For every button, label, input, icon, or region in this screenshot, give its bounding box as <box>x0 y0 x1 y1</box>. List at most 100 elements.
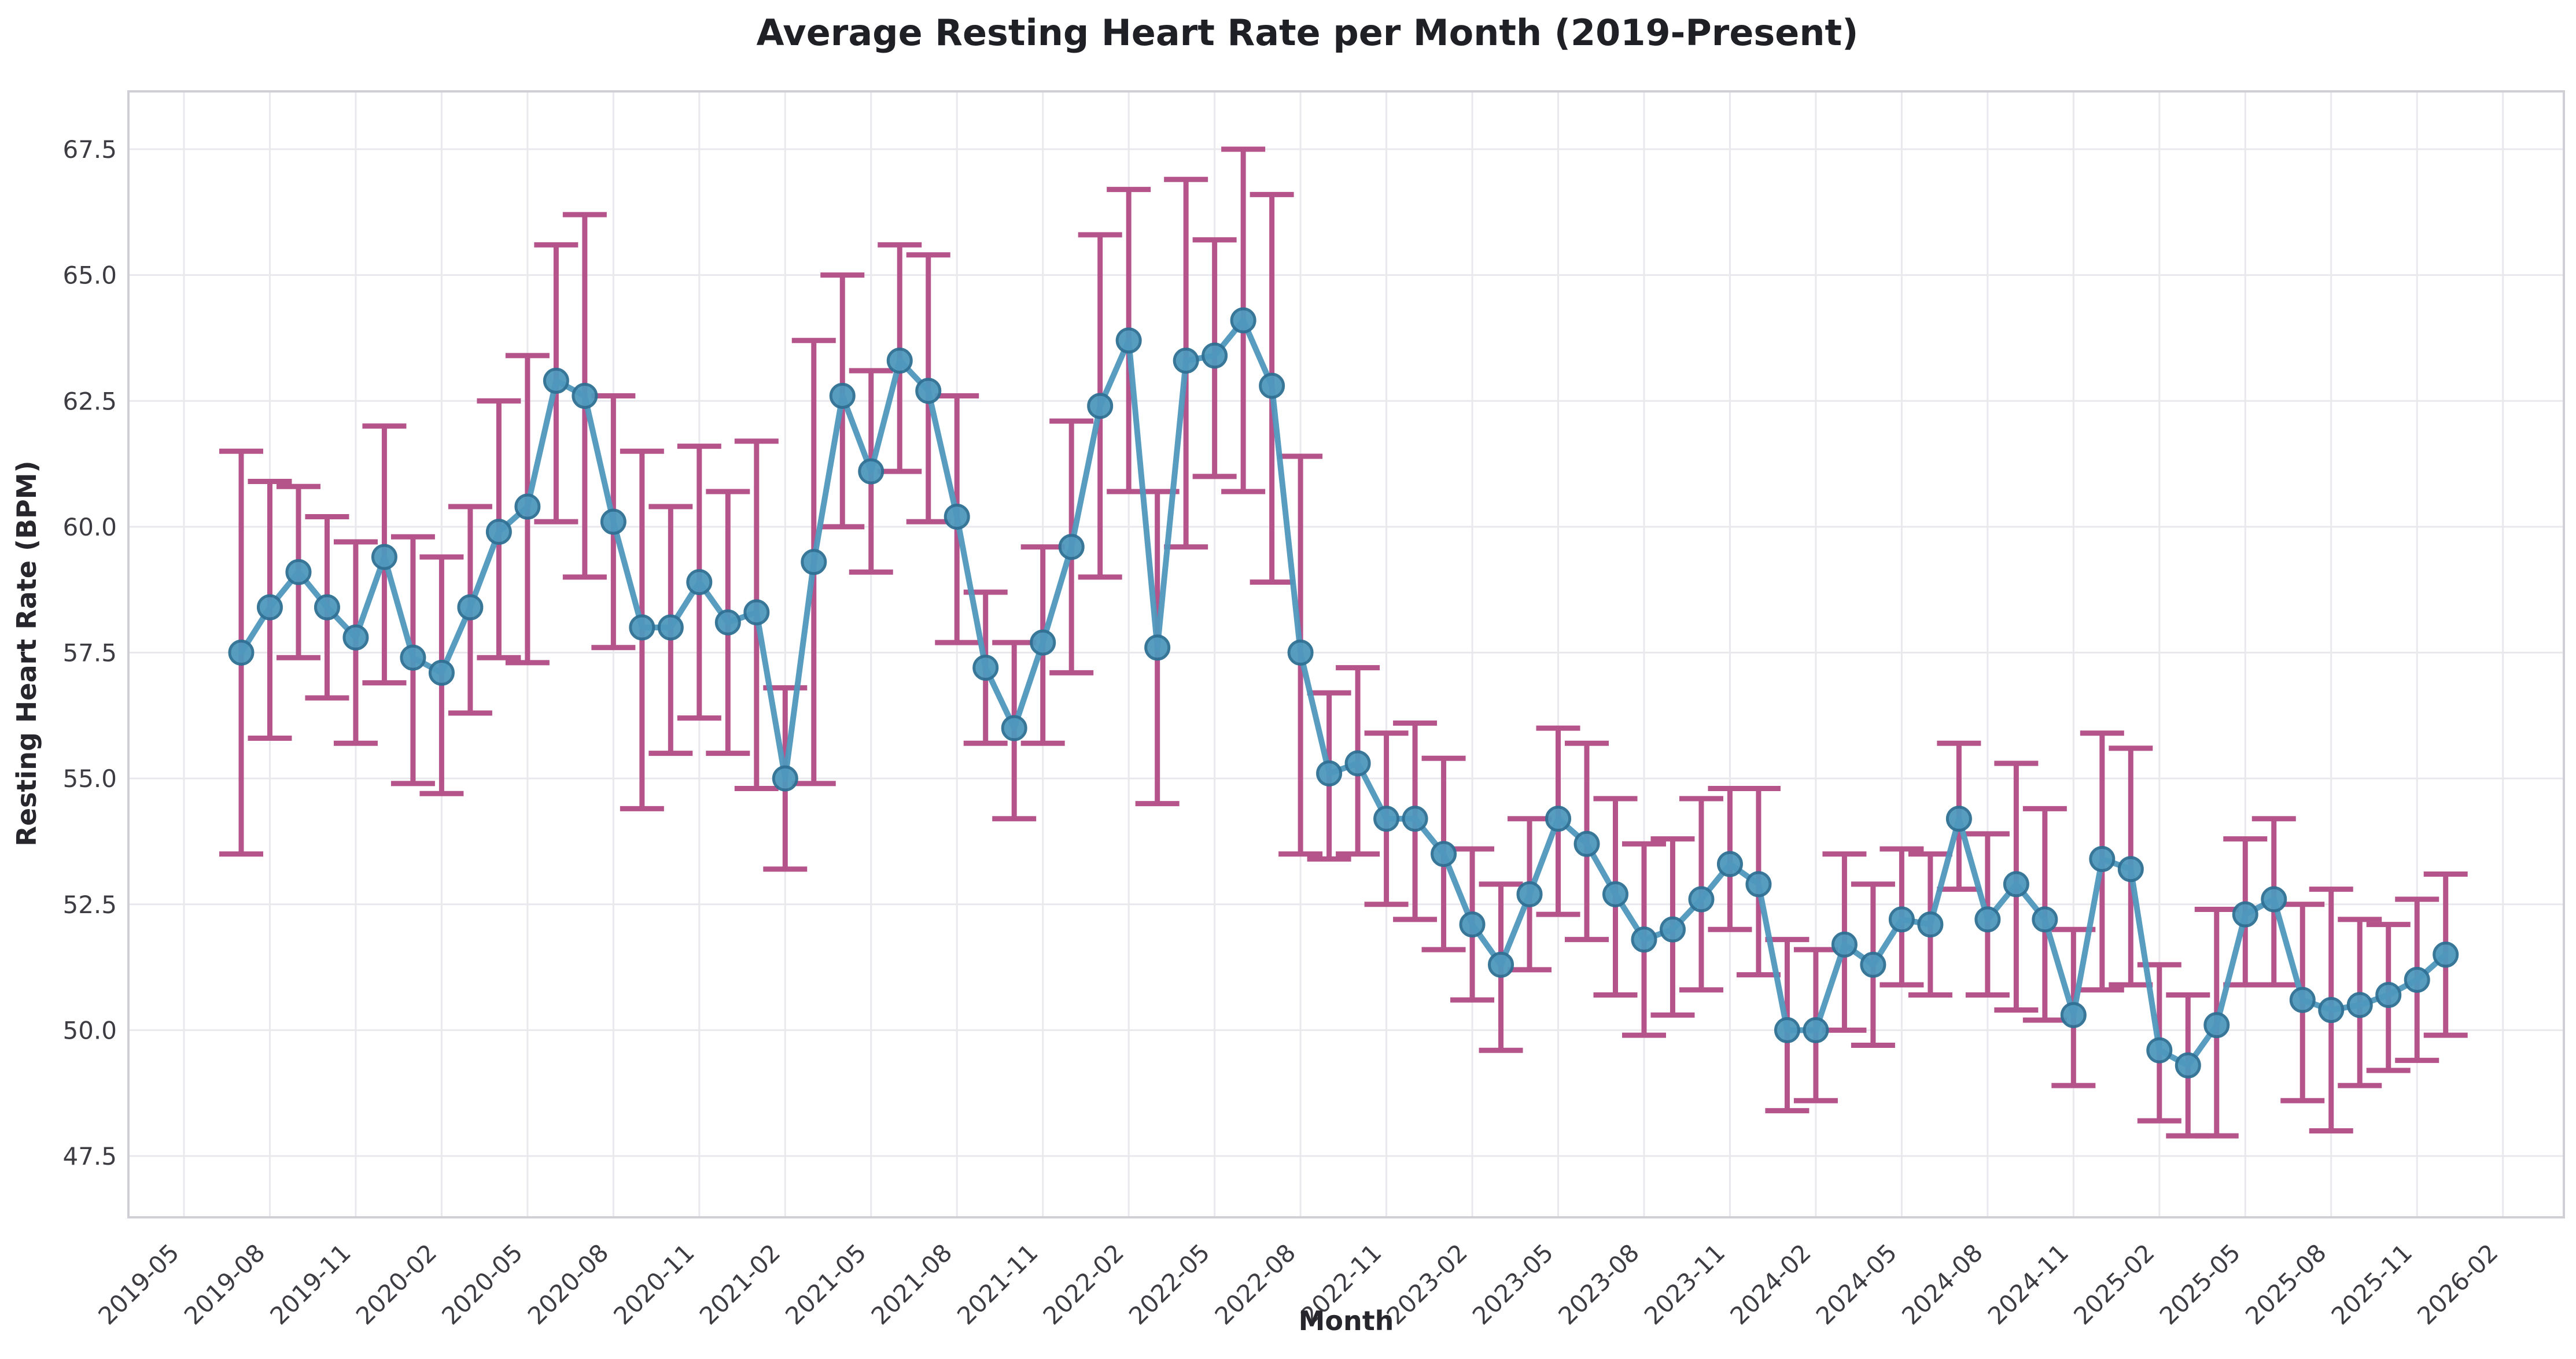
data-point <box>1688 886 1715 913</box>
data-point <box>629 614 655 641</box>
data-point <box>1001 715 1027 741</box>
y-tick-label: 65.0 <box>62 261 117 290</box>
x-tick-label: 2026-02 <box>2412 1238 2504 1330</box>
data-point <box>1803 1017 1829 1043</box>
x-tick-label: 2020-08 <box>522 1238 614 1330</box>
tick-labels: 47.5 50.0 52.5 55.0 57.5 60.0 62.5 65.0 67.5 2019… <box>62 135 2503 1330</box>
x-tick-label: 2025-02 <box>2068 1238 2160 1330</box>
series-line <box>238 317 2449 1069</box>
data-point <box>2175 1052 2201 1079</box>
data-point <box>256 594 283 621</box>
data-point <box>1945 806 1972 832</box>
data-points <box>228 307 2459 1079</box>
x-tick-label: 2024-05 <box>1811 1238 1903 1330</box>
data-point <box>2375 981 2402 1008</box>
plot-border <box>127 90 2565 1218</box>
x-tick-label: 2019-05 <box>93 1238 185 1330</box>
data-point <box>1602 881 1628 907</box>
data-point <box>2032 906 2058 933</box>
data-point <box>2089 845 2116 872</box>
data-point <box>2404 966 2430 993</box>
data-point <box>2232 901 2258 928</box>
data-point <box>2146 1037 2173 1063</box>
data-point <box>371 544 397 570</box>
x-tick-label: 2023-08 <box>1553 1238 1645 1330</box>
y-axis-title: Resting Heart Rate (BPM) <box>11 460 42 846</box>
data-point <box>572 383 598 409</box>
data-point <box>743 599 770 626</box>
data-point <box>1402 806 1428 832</box>
x-tick-label: 2021-08 <box>866 1238 958 1330</box>
data-point <box>485 519 512 545</box>
data-point <box>428 659 455 686</box>
data-point <box>1316 760 1343 786</box>
data-point <box>915 378 942 404</box>
data-point <box>944 503 970 530</box>
data-point <box>1516 881 1543 907</box>
data-point <box>1431 841 1457 867</box>
data-point <box>1860 951 1886 978</box>
data-point <box>314 594 340 621</box>
x-tick-label: 2025-05 <box>2154 1238 2246 1330</box>
data-point <box>457 594 484 621</box>
data-point <box>1144 634 1171 661</box>
data-point <box>1888 906 1915 933</box>
data-point <box>1287 640 1314 666</box>
y-tick-label: 60.0 <box>62 513 117 541</box>
data-point <box>1259 372 1285 399</box>
y-tick-label: 50.0 <box>62 1016 117 1044</box>
data-point <box>657 614 684 641</box>
x-tick-label: 2021-02 <box>694 1238 786 1330</box>
data-point <box>1631 926 1657 953</box>
x-tick-label: 2020-05 <box>436 1238 528 1330</box>
data-point <box>1373 806 1400 832</box>
data-point <box>972 655 999 681</box>
x-tick-label: 2023-02 <box>1381 1238 1473 1330</box>
data-point <box>829 383 856 409</box>
axes-spines <box>127 90 2565 1218</box>
y-tick-label: 57.5 <box>62 639 117 667</box>
x-tick-label: 2024-11 <box>1982 1238 2074 1330</box>
data-point <box>2346 992 2373 1018</box>
data-point <box>1545 806 1572 832</box>
data-point <box>858 458 885 485</box>
data-point <box>514 493 541 520</box>
series-polyline <box>238 317 2449 1069</box>
data-point <box>1573 830 1600 857</box>
error-bars <box>219 146 2468 1139</box>
x-tick-label: 2020-02 <box>351 1238 443 1330</box>
x-tick-label: 2020-11 <box>608 1238 700 1330</box>
data-point <box>1173 348 1199 374</box>
data-point <box>1344 750 1371 777</box>
data-point <box>714 609 741 636</box>
x-tick-label: 2022-02 <box>1037 1238 1129 1330</box>
data-point <box>1115 327 1142 354</box>
x-tick-label: 2021-11 <box>952 1238 1044 1330</box>
data-point <box>1058 534 1085 560</box>
y-tick-label: 52.5 <box>62 891 117 919</box>
x-axis-title: Month <box>1299 1305 1394 1336</box>
x-tick-label: 2022-08 <box>1209 1238 1301 1330</box>
data-point <box>342 624 369 651</box>
data-point <box>772 765 798 792</box>
x-tick-label: 2019-08 <box>179 1238 271 1330</box>
y-tick-label: 47.5 <box>62 1142 117 1170</box>
data-point <box>543 367 569 394</box>
data-point <box>1230 307 1256 334</box>
x-tick-label: 2021-05 <box>780 1238 872 1330</box>
data-point <box>2003 871 2029 898</box>
x-tick-label: 2023-05 <box>1467 1238 1559 1330</box>
data-point <box>2433 941 2459 968</box>
data-point <box>1459 911 1486 938</box>
data-point <box>228 640 255 666</box>
data-point <box>1974 906 2001 933</box>
data-point <box>686 569 713 596</box>
x-tick-label: 2025-08 <box>2240 1238 2332 1330</box>
data-point <box>1087 393 1114 419</box>
x-tick-label: 2024-08 <box>1896 1238 1988 1330</box>
data-point <box>1202 342 1228 369</box>
y-tick-label: 62.5 <box>62 387 117 415</box>
x-tick-label: 2019-11 <box>264 1238 356 1330</box>
